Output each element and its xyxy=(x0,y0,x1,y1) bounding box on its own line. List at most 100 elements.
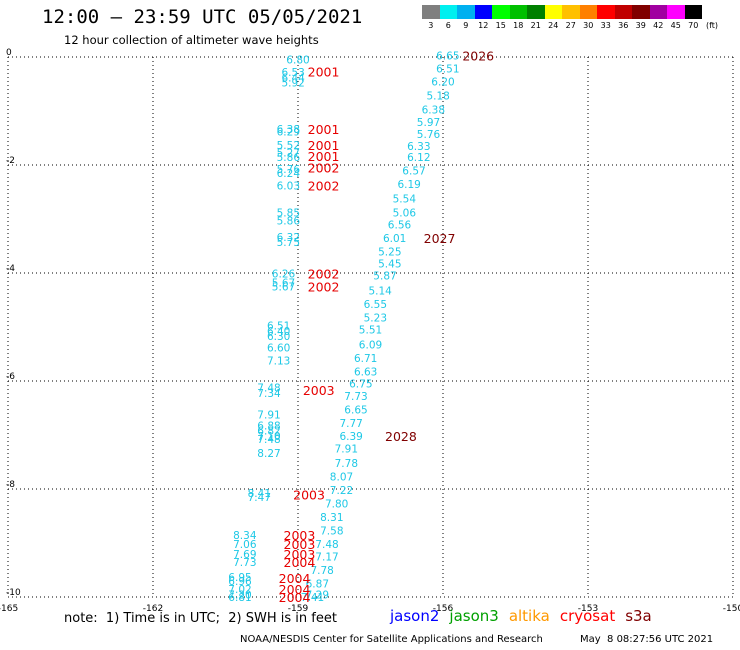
swh-point: 6.65 xyxy=(344,405,367,417)
swh-point: 6.96 xyxy=(228,576,252,588)
legend-label: 9 xyxy=(463,21,469,30)
time-annotation: 2003 xyxy=(293,487,325,502)
swh-point: 5.23 xyxy=(364,312,387,324)
y-tick-label: -6 xyxy=(6,372,15,382)
swh-point: 7.48 xyxy=(257,434,280,446)
swh-point: 6.88 xyxy=(257,420,280,432)
swh-point: 7.73 xyxy=(344,391,367,403)
legend-swatch xyxy=(527,5,545,19)
time-annotation: 2001 xyxy=(308,65,340,80)
time-annotation: 2002 xyxy=(308,179,340,194)
swh-point: 7.91 xyxy=(335,444,358,456)
swh-point: 6.75 xyxy=(349,379,372,391)
swh-point: 6.38 xyxy=(277,124,300,136)
swh-point: 6.19 xyxy=(397,179,420,191)
swh-point: 7.80 xyxy=(325,499,348,511)
legend-swatch xyxy=(649,5,667,19)
swh-point: 5.45 xyxy=(378,258,401,270)
swh-point: 6.87 xyxy=(306,579,329,591)
swh-point: 5.27 xyxy=(277,148,300,160)
legend-swatch xyxy=(509,5,527,19)
swh-point: 5.67 xyxy=(272,278,295,290)
swh-point: 5.51 xyxy=(359,325,382,337)
swh-point: 6.81 xyxy=(228,592,251,604)
chart-title: 12:00 – 23:59 UTC 05/05/2021 xyxy=(42,6,363,28)
legend-label: 27 xyxy=(565,21,576,30)
swh-point: 7.02 xyxy=(228,584,251,596)
swh-point: 6.29 xyxy=(277,127,300,139)
swh-point: 5.86 xyxy=(277,152,301,164)
legend-label: 24 xyxy=(548,21,559,30)
satellite-legend: jason2 jason3 altika cryosat s3a xyxy=(390,607,662,625)
legend-label: 45 xyxy=(670,21,681,30)
x-tick-label: -165 xyxy=(0,604,18,614)
swh-point: 6.24 xyxy=(277,168,301,180)
swh-point: 7.13 xyxy=(267,355,290,367)
x-tick-label: -159 xyxy=(288,604,309,614)
time-annotation: 2003 xyxy=(284,547,316,562)
swh-point: 7.77 xyxy=(339,418,362,430)
swh-point: 8.27 xyxy=(257,448,280,460)
swh-point: 6.09 xyxy=(359,339,382,351)
swh-point: 7.22 xyxy=(330,485,353,497)
time-annotation: 2002 xyxy=(308,267,340,282)
swh-point: 5.87 xyxy=(373,271,396,283)
legend-unit: (ft) xyxy=(705,21,719,30)
satellite-altika: altika xyxy=(508,607,550,625)
time-annotation: 2004 xyxy=(284,555,316,570)
swh-point: 6.26 xyxy=(272,269,296,281)
swh-point: 6.57 xyxy=(402,165,425,177)
legend-label: 15 xyxy=(495,21,506,30)
swh-point: 6.63 xyxy=(354,366,377,378)
swh-point: 6.32 xyxy=(277,232,300,244)
legend-swatch xyxy=(632,5,650,19)
swh-point: 7.69 xyxy=(233,549,256,561)
y-tick-label: -4 xyxy=(6,264,15,274)
swh-point: 5.25 xyxy=(378,246,401,258)
legend-label: 36 xyxy=(618,21,629,30)
satellite-jason2: jason2 xyxy=(390,607,440,625)
time-annotation: 2002 xyxy=(308,280,340,295)
swh-point: 6.60 xyxy=(267,343,290,355)
footer-credit: NOAA/NESDIS Center for Satellite Applica… xyxy=(240,634,543,645)
time-annotation: 2026 xyxy=(462,48,494,63)
legend-label: 30 xyxy=(583,21,594,30)
legend-swatch xyxy=(579,5,597,19)
legend-label: 70 xyxy=(688,21,699,30)
legend-swatch xyxy=(667,5,685,19)
time-annotation: 2028 xyxy=(385,429,417,444)
swh-point: 6.82 xyxy=(257,426,280,438)
chart-subtitle: 12 hour collection of altimeter wave hei… xyxy=(64,33,319,47)
swh-point: 7.73 xyxy=(233,557,256,569)
x-tick-label: -153 xyxy=(578,604,598,614)
x-tick-label: -162 xyxy=(143,604,163,614)
swh-point: 7.48 xyxy=(257,382,280,394)
footer-note: note: 1) Time is in UTC; 2) SWH is in fe… xyxy=(64,611,337,626)
legend-swatch xyxy=(684,5,702,19)
swh-point: 7.48 xyxy=(315,539,338,551)
swh-point: 5.97 xyxy=(417,117,440,129)
legend-label: 39 xyxy=(635,21,646,30)
swh-point: 5.14 xyxy=(368,285,392,297)
swh-point: 6.71 xyxy=(354,353,377,365)
legend-label: 42 xyxy=(653,21,664,30)
swh-point: 5.85 xyxy=(277,208,300,220)
swh-point: 7.06 xyxy=(233,539,257,551)
swh-point: 6.51 xyxy=(267,320,290,332)
swh-point: 7.10 xyxy=(257,431,280,443)
legend-swatch xyxy=(614,5,632,19)
swh-point: 6.40 xyxy=(267,326,290,338)
swh-point: 5.92 xyxy=(281,77,304,89)
time-annotation: 2004 xyxy=(279,590,311,605)
swh-point: 5.06 xyxy=(393,208,417,220)
swh-point: 6.53 xyxy=(281,67,304,79)
legend-label: 6 xyxy=(445,21,451,30)
legend-swatch xyxy=(544,5,562,19)
swh-point: 5.75 xyxy=(277,237,300,249)
swh-point: 6.56 xyxy=(388,219,412,231)
legend-swatch xyxy=(597,5,615,19)
time-annotation: 2003 xyxy=(284,528,316,543)
time-annotation: 2001 xyxy=(308,138,340,153)
swh-point: 7.78 xyxy=(310,565,333,577)
